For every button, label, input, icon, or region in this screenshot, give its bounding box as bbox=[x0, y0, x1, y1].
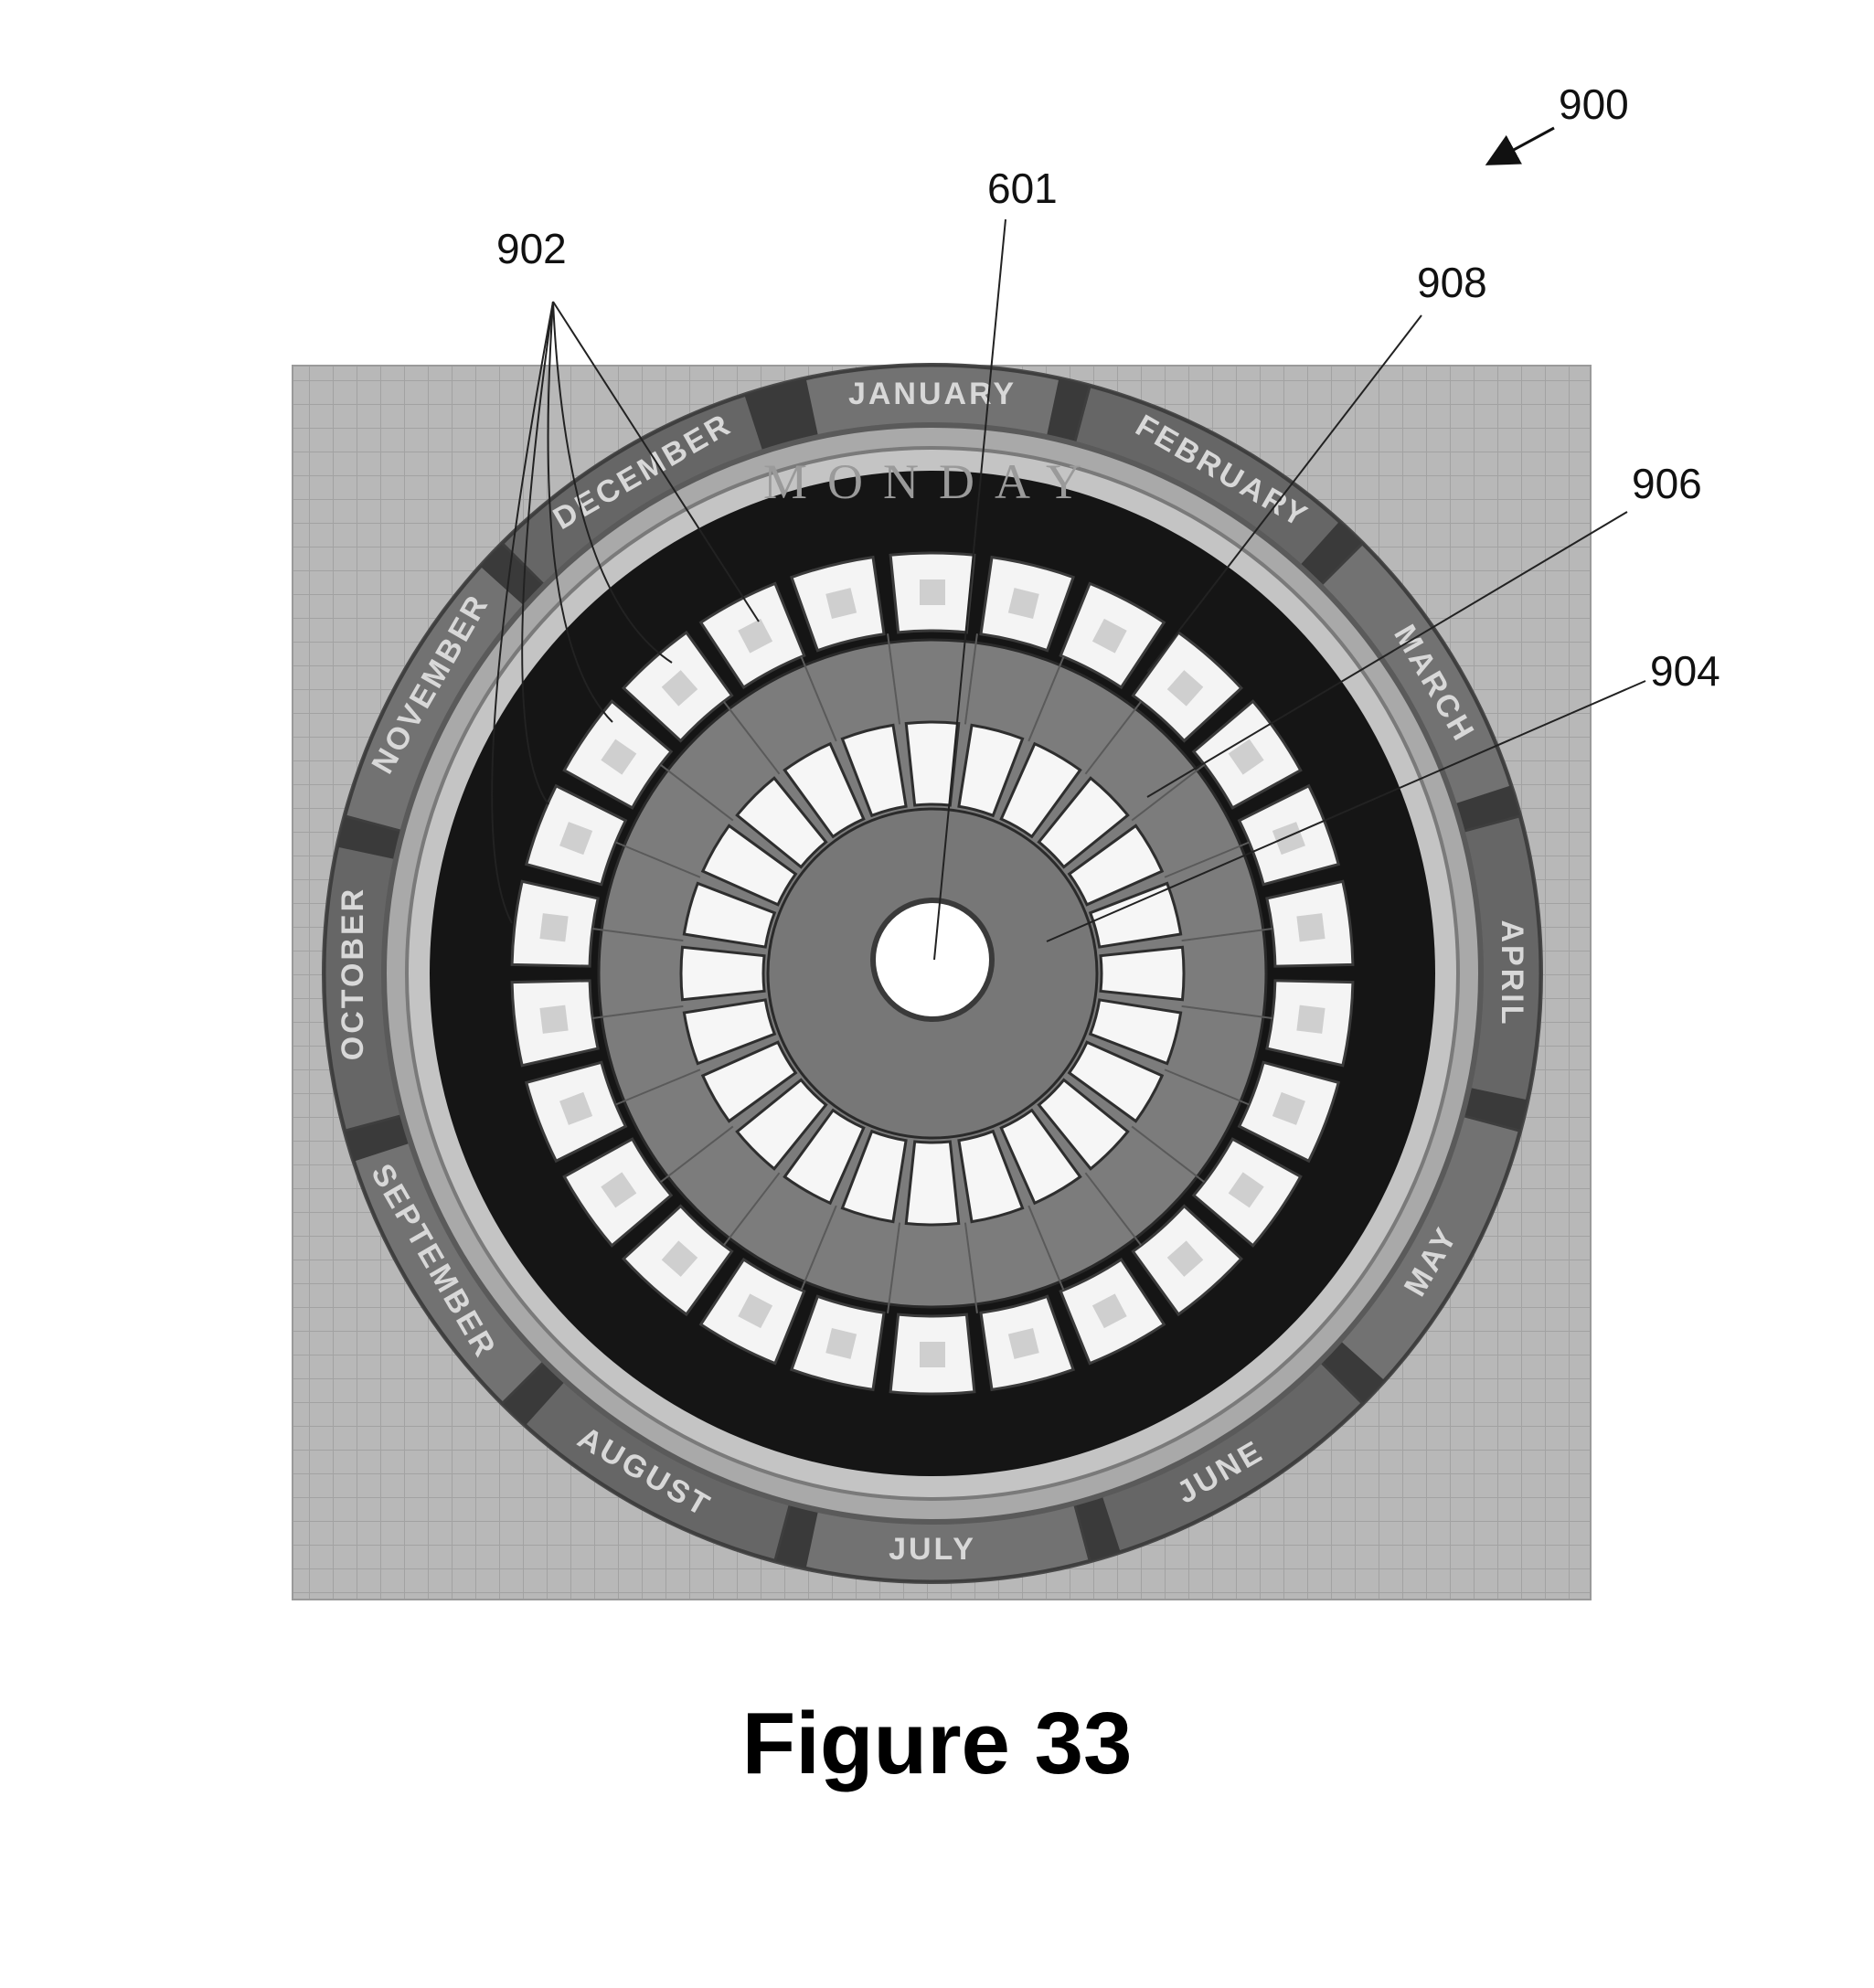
tile-glyph bbox=[1296, 913, 1325, 941]
ref-601-label: 601 bbox=[987, 165, 1058, 212]
tile-glyph bbox=[539, 913, 568, 941]
ref-908-label: 908 bbox=[1417, 259, 1487, 306]
calendar-dial: JANUARYFEBRUARYMARCHAPRILMAYJUNEJULYAUGU… bbox=[325, 366, 1540, 1581]
tile-glyph bbox=[539, 1005, 568, 1034]
ref-900-label: 900 bbox=[1559, 80, 1629, 128]
month-label-april: APRIL bbox=[1495, 920, 1529, 1027]
tile-glyph bbox=[920, 1342, 945, 1367]
inner-tile bbox=[681, 947, 764, 999]
ref-902-label: 902 bbox=[496, 225, 567, 272]
tile-glyph bbox=[1296, 1005, 1325, 1034]
inner-tile bbox=[1101, 947, 1184, 999]
month-label-july: JULY bbox=[889, 1532, 976, 1567]
inner-tile bbox=[906, 1142, 958, 1225]
ref-904-label: 904 bbox=[1650, 647, 1720, 695]
month-label-october: OCTOBER bbox=[335, 887, 370, 1060]
tile-glyph bbox=[920, 579, 945, 605]
ref-906-label: 906 bbox=[1632, 460, 1702, 507]
month-label-january: JANUARY bbox=[848, 377, 1017, 411]
day-label: MONDAY bbox=[763, 454, 1102, 509]
figure-caption: Figure 33 bbox=[742, 1695, 1133, 1792]
ref-900-arrow bbox=[1490, 128, 1554, 163]
center-hole bbox=[873, 900, 992, 1019]
